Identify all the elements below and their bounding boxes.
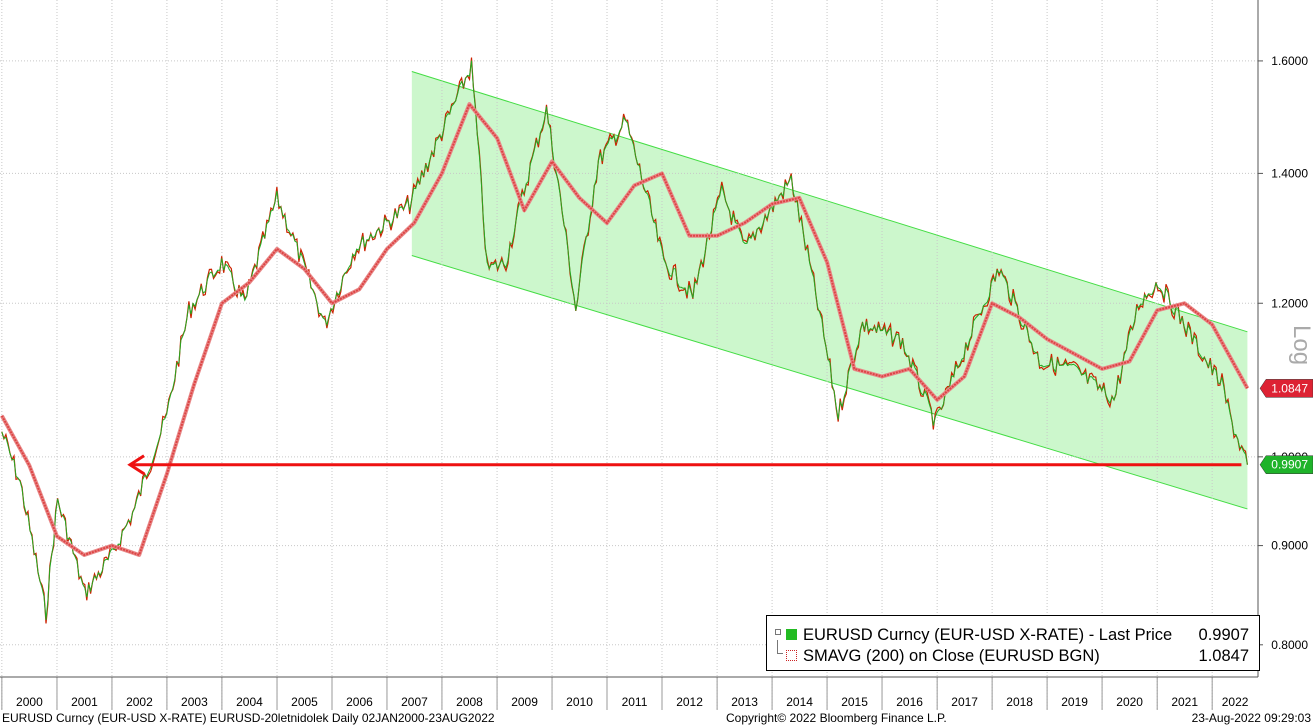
legend-item-last-price[interactable]: EURUSD Curncy (EUR-USD X-RATE) - Last Pr…: [767, 625, 1259, 645]
legend-swatch-last-price: [786, 629, 797, 640]
series-last-price: [1, 60, 1248, 620]
x-tick-label: 2017: [951, 695, 978, 709]
x-tick-label: 2000: [16, 695, 43, 709]
x-tick-label: 2001: [71, 695, 98, 709]
last-value-tag-bg: [1259, 379, 1313, 398]
last-value-tag-text: 1.0847: [1271, 381, 1308, 395]
y-tick-label: 1.2000: [1271, 296, 1308, 310]
x-tick-label: 2003: [181, 695, 208, 709]
x-tick-label: 2022: [1222, 695, 1249, 709]
footer-timestamp: 23-Aug-2022 09:29:03: [1191, 711, 1311, 725]
legend-value-last-price: 0.9907: [1198, 626, 1249, 644]
trend-channel-fill: [411, 71, 1248, 509]
x-tick-label: 2021: [1171, 695, 1198, 709]
x-tick-label: 2005: [291, 695, 318, 709]
legend: EURUSD Curncy (EUR-USD X-RATE) - Last Pr…: [766, 615, 1260, 671]
footer-bar: EURUSD Curncy (EUR-USD X-RATE) EURUSD-20…: [0, 710, 1313, 727]
x-tick-label: 2004: [236, 695, 263, 709]
support-arrow-icon: [127, 454, 145, 475]
last-value-tag-text: 0.9907: [1271, 458, 1308, 472]
x-tick-label: 2007: [401, 695, 428, 709]
x-tick-label: 2008: [456, 695, 483, 709]
legend-value-smavg: 1.0847: [1198, 647, 1249, 665]
legend-label-last-price: EURUSD Curncy (EUR-USD X-RATE) - Last Pr…: [803, 626, 1173, 644]
x-tick-label: 2011: [622, 695, 648, 709]
x-tick-label: 2019: [1061, 695, 1088, 709]
x-tick-label: 2009: [511, 695, 538, 709]
x-tick-label: 2006: [346, 695, 373, 709]
smavg-last-value-tag: 1.0847: [1259, 379, 1313, 398]
y-tick-label: 1.4000: [1271, 166, 1308, 180]
legend-swatch-smavg: [786, 650, 797, 661]
price-last-value-tag: 0.9907: [1259, 455, 1313, 474]
x-tick-label: 2013: [731, 695, 758, 709]
y-scale-label: Log: [1288, 325, 1313, 366]
x-tick-label: 2012: [676, 695, 703, 709]
y-tick-label: 0.9000: [1271, 539, 1308, 553]
trend-channel-upper-line: [411, 71, 1248, 333]
last-value-tag-bg: [1259, 455, 1313, 474]
footer-security-info: EURUSD Curncy (EUR-USD X-RATE) EURUSD-20…: [2, 711, 495, 725]
footer-copyright: Copyright© 2022 Bloomberg Finance L.P.: [726, 711, 947, 725]
x-tick-label: 2016: [896, 695, 923, 709]
series-smavg: [0, 102, 1249, 557]
y-tick-label: 0.8000: [1271, 638, 1308, 652]
y-tick-label: 1.6000: [1271, 54, 1308, 68]
legend-label-smavg: SMAVG (200) on Close (EURUSD BGN): [803, 647, 1100, 665]
x-tick-label: 2010: [566, 695, 593, 709]
series-last-price-red: [1, 57, 1248, 624]
x-tick-label: 2018: [1006, 695, 1033, 709]
trend-channel-lower-line: [411, 255, 1248, 510]
x-tick-label: 2020: [1116, 695, 1143, 709]
x-tick-label: 2002: [126, 695, 153, 709]
legend-expand-icon[interactable]: [775, 629, 781, 635]
legend-item-smavg[interactable]: SMAVG (200) on Close (EURUSD BGN) 1.0847: [767, 640, 1259, 666]
legend-tree-connector-icon: [777, 640, 783, 654]
x-tick-label: 2014: [786, 695, 813, 709]
x-tick-label: 2015: [841, 695, 868, 709]
